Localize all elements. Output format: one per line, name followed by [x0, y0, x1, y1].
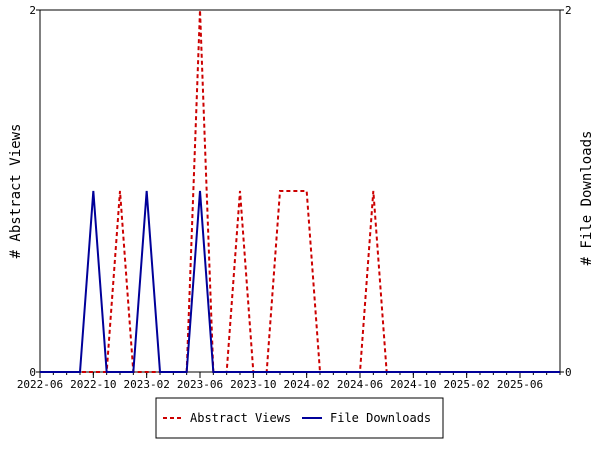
series-line-abstract-views [40, 9, 560, 373]
y-axes: 0 2 0 2 [29, 4, 571, 379]
y-axis-title-left: # Abstract Views [8, 124, 24, 259]
series-line-file-downloads [40, 190, 560, 373]
x-tick-label: 2022-10 [70, 378, 116, 391]
x-tick-label: 2024-02 [283, 378, 329, 391]
plot-area [39, 9, 561, 373]
x-tick-label: 2023-06 [177, 378, 223, 391]
legend-label-abstract-views: Abstract Views [190, 411, 291, 425]
x-tick-label: 2025-06 [497, 378, 543, 391]
y-axis-title-right: # File Downloads [579, 131, 595, 266]
x-tick-label: 2022-06 [17, 378, 63, 391]
x-tick-label: 2025-02 [443, 378, 489, 391]
x-tick-label: 2023-10 [230, 378, 276, 391]
x-tick-label: 2024-06 [337, 378, 383, 391]
x-axis: 2022-06 2022-10 2023-02 2023-06 2023-10 2024-… [17, 372, 561, 391]
series-layer [40, 9, 560, 373]
legend-label-file-downloads: File Downloads [330, 411, 431, 425]
y-right-tick-label: 0 [565, 366, 572, 379]
x-tick-label: 2023-02 [123, 378, 169, 391]
legend-box [155, 397, 444, 439]
x-tick-label: 2024-10 [390, 378, 436, 391]
y-right-tick-label: 2 [565, 4, 572, 17]
y-left-tick-label: 0 [29, 366, 36, 379]
y-left-tick-label: 2 [29, 4, 36, 17]
legend[interactable]: Abstract Views File Downloads [155, 397, 444, 439]
